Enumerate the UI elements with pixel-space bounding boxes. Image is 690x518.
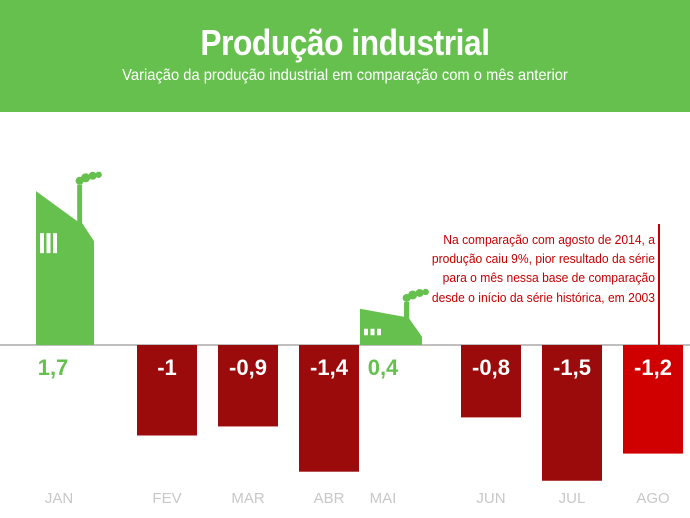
value-label: -1,4 [310,355,349,380]
x-tick-label: JAN [45,490,73,507]
x-tick-label: JUL [559,490,586,507]
x-tick-label: MAI [370,490,397,507]
value-label: 1,7 [38,355,69,380]
annotation-rule [658,224,660,346]
value-label: -1 [157,355,177,380]
x-tick-label: FEV [152,490,181,507]
chart-title: Produção industrial [200,22,490,63]
bar [299,345,359,472]
factory-icon [36,171,102,345]
value-label: -1,2 [634,355,672,380]
bar-chart: 1,7 JAN -1 FEV -0,9 MAR -1,4 ABR 0,4 MAI -0,8 JUN -1… [0,171,690,507]
annotation-note: Na comparação com agosto de 2014, a prod… [431,232,655,305]
bar [218,345,278,427]
factory-icon [360,288,429,345]
bar [461,345,521,418]
x-tick-label: AGO [636,490,669,507]
x-tick-label: ABR [314,490,345,507]
x-tick-label: JUN [476,490,505,507]
value-label: -1,5 [553,355,591,380]
value-label: 0,4 [368,355,399,380]
value-label: -0,9 [229,355,267,380]
bar [137,345,197,436]
bar [623,345,683,454]
bar [542,345,602,481]
header-banner: Produção industrial Variação da produção… [0,0,690,112]
x-tick-label: MAR [231,490,265,507]
value-label: -0,8 [472,355,510,380]
chart-subtitle: Variação da produção industrial em compa… [122,67,568,84]
